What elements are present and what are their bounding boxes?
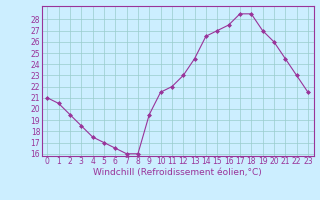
- X-axis label: Windchill (Refroidissement éolien,°C): Windchill (Refroidissement éolien,°C): [93, 168, 262, 177]
